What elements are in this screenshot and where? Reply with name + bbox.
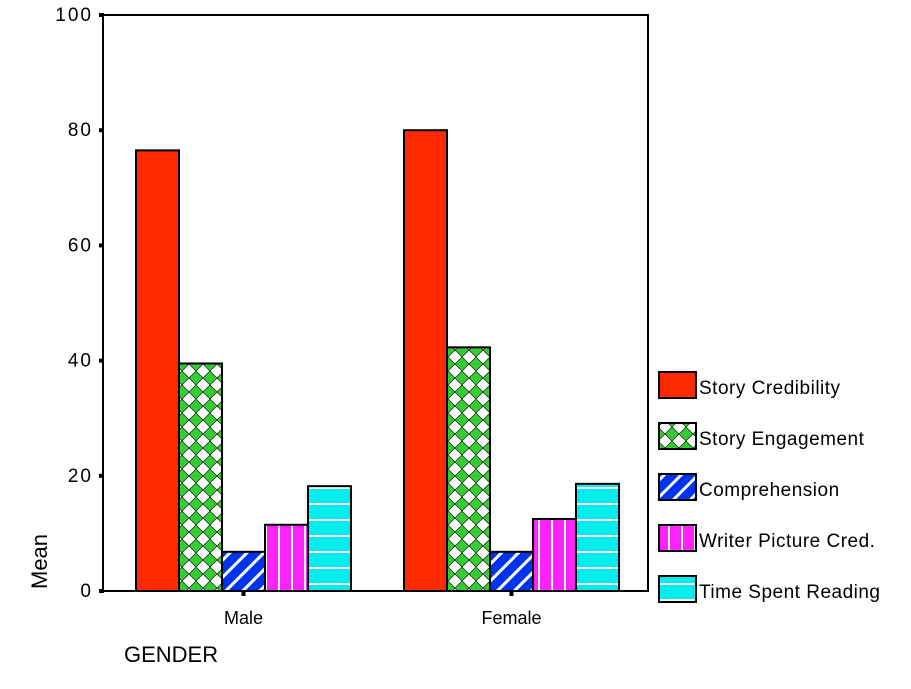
legend-label: Story Engagement [699, 429, 865, 450]
bar [532, 518, 577, 592]
legend-label: Time Spent Reading [699, 582, 881, 603]
y-axis-title: Mean [27, 534, 52, 589]
y-tick-label: 20 [68, 466, 93, 487]
x-tick-label: Female [481, 608, 541, 628]
bar [307, 485, 352, 592]
legend-swatch [658, 371, 697, 399]
y-tick-label: 80 [68, 120, 93, 141]
legend-label: Comprehension [699, 480, 840, 501]
y-tick-label: 60 [68, 235, 93, 256]
x-tick-label: Male [224, 608, 263, 628]
bar [403, 129, 448, 592]
plot-area [102, 14, 649, 592]
bar [221, 550, 266, 592]
y-axis: 0 20 40 60 80 100 [55, 5, 104, 602]
y-tick-label: 0 [80, 581, 93, 602]
bar [446, 346, 491, 592]
legend-swatch [658, 422, 697, 450]
legend-label: Writer Picture Cred. [699, 531, 875, 552]
x-axis: Male Female [224, 590, 542, 628]
bar [135, 149, 180, 593]
legend-swatch [658, 575, 697, 603]
bars [135, 129, 620, 593]
bar [575, 482, 620, 593]
legend: Story Credibility Story Engagement Compreh… [658, 371, 881, 603]
bar [264, 523, 309, 593]
legend-swatch [658, 524, 697, 552]
bar [489, 550, 534, 592]
y-tick-label: 100 [55, 5, 93, 26]
bar [178, 362, 223, 593]
legend-swatch [658, 473, 697, 501]
legend-label: Story Credibility [699, 378, 841, 399]
x-axis-title: GENDER [124, 642, 218, 667]
y-tick-label: 40 [68, 351, 93, 372]
